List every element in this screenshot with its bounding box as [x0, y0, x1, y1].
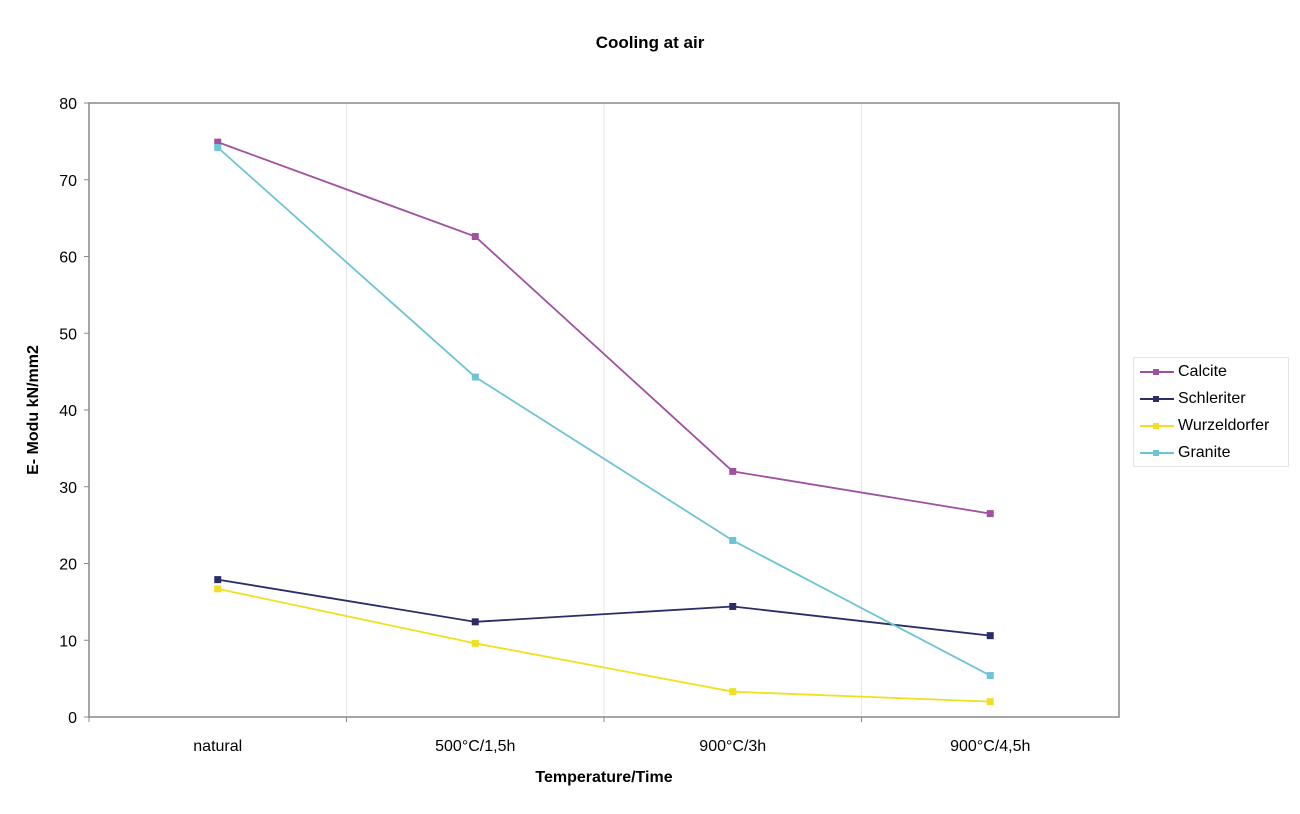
data-point-wurzeldorfer [214, 585, 222, 593]
plot-area [88, 102, 1120, 718]
legend-swatch [1140, 367, 1174, 377]
data-point-schleriter [986, 632, 994, 640]
x-tick-label: 900°C/4,5h [950, 738, 1030, 755]
data-point-wurzeldorfer [986, 698, 994, 706]
series-line-schleriter [217, 578, 991, 637]
y-tick-label: 20 [59, 557, 77, 574]
x-tick-label: 500°C/1,5h [435, 738, 515, 755]
data-point-calcite [471, 233, 479, 241]
legend: Calcite Schleriter Wurzeldorfer Granite [1133, 357, 1289, 467]
data-point-schleriter [471, 618, 479, 626]
data-point-schleriter [729, 602, 737, 610]
data-point-calcite [214, 138, 222, 146]
data-point-granite [986, 672, 994, 680]
data-point-granite [729, 536, 737, 544]
series-line-granite [217, 146, 991, 677]
y-tick-label: 50 [59, 326, 77, 343]
x-axis-label: Temperature/Time [535, 769, 672, 786]
series-line-calcite [217, 141, 991, 515]
legend-swatch [1140, 421, 1174, 431]
y-tick-label: 30 [59, 480, 77, 497]
legend-label: Wurzeldorfer [1178, 416, 1270, 434]
data-point-wurzeldorfer [471, 639, 479, 647]
legend-swatch [1140, 394, 1174, 404]
y-tick-label: 0 [68, 710, 77, 727]
x-tick-label: 900°C/3h [699, 738, 766, 755]
legend-label: Calcite [1178, 362, 1227, 380]
legend-item: Wurzeldorfer [1134, 412, 1288, 439]
legend-label: Schleriter [1178, 389, 1246, 407]
legend-item: Granite [1134, 439, 1288, 466]
data-point-schleriter [214, 576, 222, 584]
data-point-granite [471, 373, 479, 381]
series-line-wurzeldorfer [217, 587, 991, 703]
x-tick-label: natural [193, 738, 242, 755]
chart-title: Cooling at air [596, 33, 705, 52]
data-point-granite [214, 144, 222, 152]
y-tick-label: 10 [59, 633, 77, 650]
legend-label: Granite [1178, 443, 1231, 461]
data-point-calcite [986, 510, 994, 518]
y-tick-label: 70 [59, 173, 77, 190]
y-tick-label: 80 [59, 96, 77, 113]
y-tick-label: 60 [59, 250, 77, 267]
legend-item: Calcite [1134, 358, 1288, 385]
data-point-wurzeldorfer [729, 688, 737, 696]
y-axis-label: E- Modu kN/mm2 [25, 345, 42, 475]
data-point-calcite [729, 467, 737, 475]
legend-item: Schleriter [1134, 385, 1288, 412]
y-tick-label: 40 [59, 403, 77, 420]
legend-swatch [1140, 448, 1174, 458]
